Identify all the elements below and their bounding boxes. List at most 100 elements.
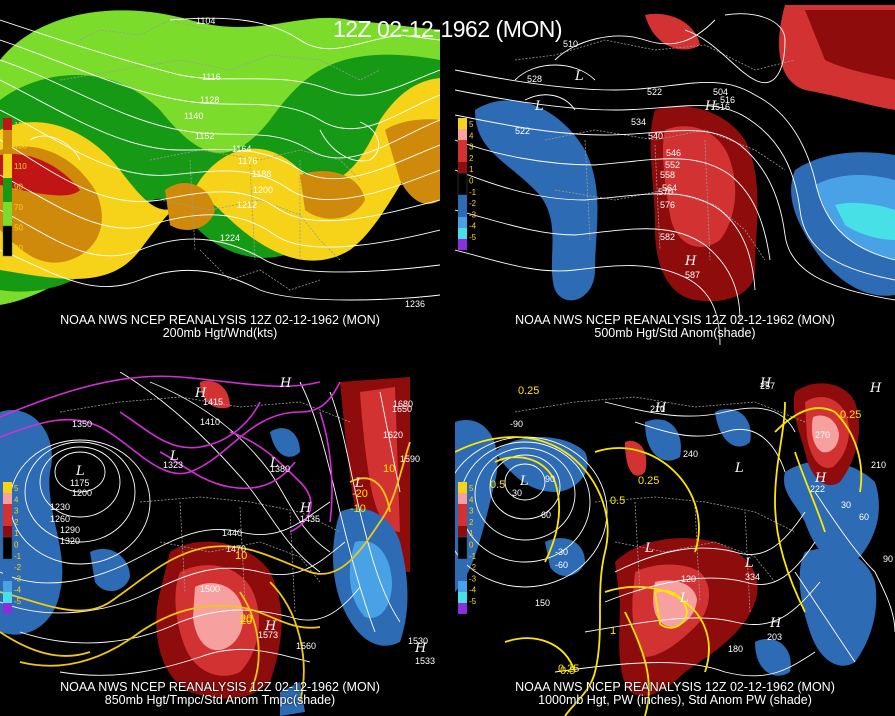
legend-labels-200mb: 150 130 110 90 70 50 30 [14,121,28,253]
legend-label: 4 [14,495,19,504]
contour-label: 1380 [270,464,290,474]
contour-label: 1175 [70,478,89,488]
contour-label: 1188 [252,169,271,179]
legend-label: 0 [14,541,19,550]
legend-label: 2 [469,518,474,527]
legend-label: 90 [14,183,23,192]
legend-label: 3 [14,507,19,516]
legend-label: -2 [14,563,22,572]
svg-text:L: L [574,69,584,84]
contour-label: 528 [527,74,542,84]
legend-label: 5 [469,120,474,129]
contour-label: 60 [541,510,551,520]
contour-label: 1212 [237,200,257,210]
legend-1000mb [457,482,468,614]
contour-label: 30 [512,488,522,498]
contour-label: 522 [515,126,530,136]
contour-labels-200mb: 1104 1116 1128 1140 1152 1164 1176 1188 1200 1212… [184,16,425,309]
contour-label: 576 [660,200,675,210]
contour-label: 257 [760,381,775,391]
temperature-label: 20 [240,615,252,627]
height-anomaly-contours [0,375,341,533]
legend-label: 0 [469,177,474,186]
contour-label: 1323 [163,460,183,470]
contour-label: 1530 [408,636,428,646]
temperature-label: 10 [383,463,395,475]
contour-label: 1164 [232,144,251,154]
contour-label: 1410 [200,417,220,427]
contour-label: 522 [647,87,662,97]
svg-text:H: H [194,386,207,401]
caption-line2: 500mb Hgt/Std Anom(shade) [594,326,756,340]
page-title: 12Z 02-12-1962 (MON) [332,16,563,42]
contour-label: 552 [665,160,680,170]
svg-text:H: H [869,381,882,396]
legend-label: 1 [469,165,474,174]
legend-label: 2 [14,518,19,527]
svg-text:H: H [279,376,292,391]
svg-text:H: H [264,619,277,634]
legend-labels-1000mb: 5 4 3 2 1 0 -1 -2 -3 -4 -5 [469,484,477,606]
contour-label: 90 [883,554,893,564]
contour-label: 222 [810,484,825,494]
contour-label: 1560 [296,641,316,651]
legend-label: -4 [469,586,477,595]
caption-line1: NOAA NWS NCEP REANALYSIS 12Z 02-12-1962 … [515,313,835,327]
svg-text:L: L [354,476,364,491]
contour-label: 90 [545,474,555,484]
contour-label: 180 [728,644,743,654]
contour-label: 1200 [253,185,273,195]
svg-text:L: L [519,474,529,489]
svg-text:H: H [299,501,312,516]
contour-label: 564 [662,183,677,193]
svg-text:H: H [769,616,782,631]
panel-200mb: 150 130 110 90 70 50 30 1104 1116 1128 1140 1152 11… [0,0,440,345]
contour-label: 558 [660,170,675,180]
svg-text:L: L [644,541,654,556]
svg-text:H: H [814,471,827,486]
legend-label: -1 [469,552,477,561]
caption-line2: 1000mb Hgt, PW (inches), Std Anom PW (sh… [538,693,812,707]
pw-label: 0.5 [560,665,575,677]
contour-label: 60 [859,512,869,522]
contour-label: 240 [683,449,698,459]
contour-label: 582 [660,232,675,242]
legend-labels-500mb: 5 4 3 2 1 0 -1 -2 -3 -4 -5 [469,120,477,242]
contour-label: 210 [871,460,886,470]
legend-label: -3 [14,574,22,583]
panel-1000mb: 5 4 3 2 1 0 -1 -2 -3 -4 -5 30 60 90 120 150 180 210 240 27… [455,372,895,716]
contour-label: 270 [815,430,830,440]
contour-label: 1650 [392,404,412,414]
contour-label: 210 [650,404,665,414]
svg-text:H: H [414,641,427,656]
caption-line1: NOAA NWS NCEP REANALYSIS 12Z 02-12-1962 … [60,313,380,327]
contour-label: -60 [555,560,568,570]
legend-label: -2 [469,199,477,208]
contour-label: 587 [685,270,700,280]
caption-line1: NOAA NWS NCEP REANALYSIS 12Z 02-12-1962 … [515,680,835,694]
pw-label: 0.25 [558,663,579,675]
legend-label: 5 [14,484,19,493]
contour-label: 1128 [200,95,219,105]
contour-label: 540 [648,131,663,141]
legend-label: 150 [14,121,28,130]
contour-label: 1152 [195,131,214,141]
contour-label: 1104 [196,16,215,26]
legend-label: 3 [469,143,474,152]
contour-label: 1200 [72,488,92,498]
svg-text:L: L [734,461,744,476]
contour-label: 1620 [383,430,403,440]
contour-label: 546 [666,148,681,158]
legend-label: -4 [14,586,22,595]
contour-label: 1140 [184,111,203,121]
panel-850mb: 5 4 3 2 1 0 -1 -2 -3 -4 -5 1175 1200 1230 1260 1290 132… [0,372,440,716]
pressure-centers-1000mb: L H H L H L L L H H [519,376,882,631]
contour-label: 534 [631,117,646,127]
contour-label: 1350 [72,419,92,429]
legend-label: 5 [469,484,474,493]
contour-label: 120 [681,574,696,584]
